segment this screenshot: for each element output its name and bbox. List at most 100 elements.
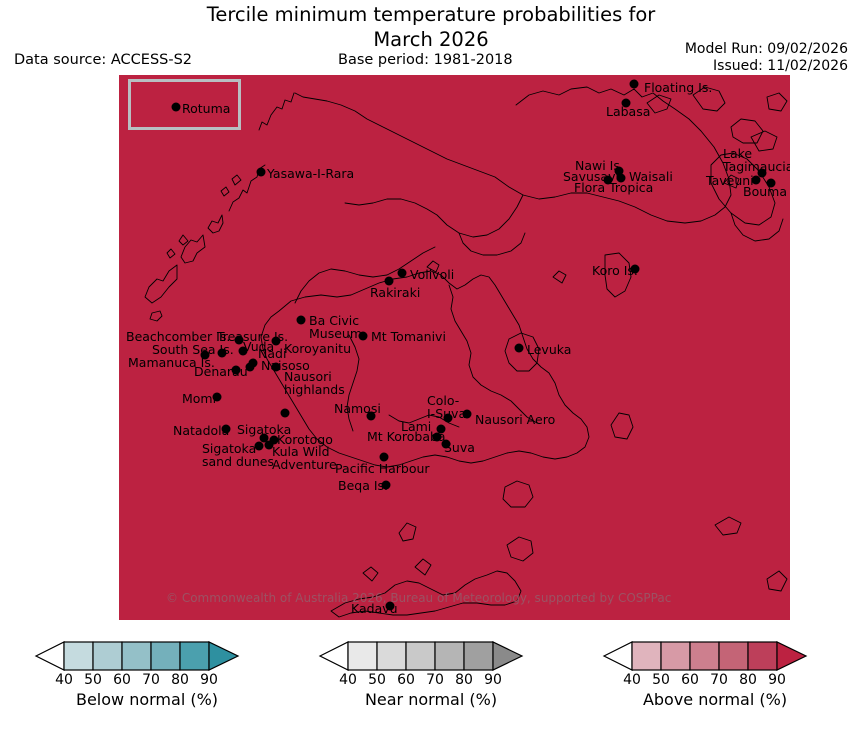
colorbar-near-normal-swatches — [318, 641, 524, 671]
station-dot-suva[interactable] — [441, 439, 451, 449]
colorbar-tick: 40 — [623, 672, 641, 688]
station-label-koroyanitu: Koroyanitu — [284, 341, 352, 356]
station-label-bouma: Bouma — [743, 184, 787, 199]
station-dot-rakiraki[interactable] — [384, 276, 394, 286]
station-dot-nausori-aero[interactable] — [462, 409, 472, 419]
station-dot-treasure-is[interactable] — [234, 335, 244, 345]
station-dot-nausori-highlands[interactable] — [271, 362, 281, 372]
station-dot-beqa-is[interactable] — [381, 480, 391, 490]
station-dot-nawi-is[interactable] — [614, 166, 624, 176]
station-dot-mt-tomanivi[interactable] — [358, 331, 368, 341]
station-label-nawi-is: Nawi Is. — [575, 158, 624, 173]
page-title-line2: March 2026 — [373, 28, 489, 51]
station-label-floating-is: Floating Is. — [644, 80, 713, 95]
station-dot-bouma[interactable] — [766, 178, 776, 188]
colorbar-near-normal-caption: Near normal (%) — [364, 690, 498, 709]
station-dot-korotogo[interactable] — [269, 435, 279, 445]
station-dot-colo-i-suva[interactable] — [443, 413, 453, 423]
station-dot-koroyanitu[interactable] — [271, 336, 281, 346]
station-dot-yasawa-i-rara[interactable] — [256, 167, 266, 177]
station-label-taveuni: Taveuni — [706, 173, 754, 188]
station-dot-south-sea-is[interactable] — [217, 348, 227, 358]
station-label-sigatoka-sand-dunes: Sigatoka sand dunes — [202, 441, 274, 469]
station-dot-denarau[interactable] — [231, 365, 241, 375]
colorbar-tick: 80 — [455, 672, 473, 688]
station-dot-pacific-harbour[interactable] — [379, 452, 389, 462]
base-period-label: Base period: 1981-2018 — [338, 52, 513, 68]
colorbar-tick: 60 — [681, 672, 699, 688]
colorbar-above-normal[interactable]: 40 50 60 70 80 90 Above normal (%) — [580, 638, 850, 730]
station-dot-ba-civic-museum[interactable] — [296, 315, 306, 325]
colorbar-tick: 60 — [113, 672, 131, 688]
station-label-korotogo: Korotogo — [277, 432, 333, 447]
station-dot-beachcomber-is[interactable] — [280, 408, 290, 418]
station-label-flora-tropica: Flora Tropica — [574, 180, 654, 195]
station-dot-momi[interactable] — [212, 392, 222, 402]
station-label-mt-tomanivi: Mt Tomanivi — [371, 329, 446, 344]
colorbar-near-normal-ticks: 40 50 60 70 80 90 — [296, 672, 566, 690]
colorbar-below-normal-ticks: 40 50 60 70 80 90 — [12, 672, 282, 690]
colorbar-tick: 50 — [84, 672, 102, 688]
colorbar-tick: 40 — [339, 672, 357, 688]
station-label-levuka: Levuka — [527, 342, 572, 357]
station-label-labasa: Labasa — [606, 104, 651, 119]
probability-map[interactable]: Rotuma Yasawa-I-Rara Floating Is. Labasa… — [119, 75, 790, 620]
station-label-kadavu: Kadavu — [351, 601, 398, 616]
colorbar-tick: 70 — [710, 672, 728, 688]
station-label-ba-civic-museum: Ba Civic Museum — [309, 313, 363, 341]
station-dot-labasa[interactable] — [621, 98, 631, 108]
station-label-namosi: Namosi — [334, 401, 381, 416]
station-dot-bouma-2[interactable] — [757, 168, 767, 178]
station-dot-volivoli[interactable] — [397, 268, 407, 278]
data-source-label: Data source: ACCESS-S2 — [14, 52, 193, 68]
station-label-south-sea-is: South Sea Is. — [152, 342, 234, 357]
station-label-lake-tagimaucia: Lake Tagimaucia — [723, 146, 790, 174]
station-dot-waisali[interactable] — [616, 173, 626, 183]
station-dot-taveuni[interactable] — [751, 175, 761, 185]
station-label-beachcomber-is: Beachcomber Is. — [126, 329, 231, 344]
station-label-yasawa-i-rara: Yasawa-I-Rara — [267, 166, 355, 181]
colorbar-tick: 80 — [171, 672, 189, 688]
station-label-nadi: Nadi — [258, 346, 287, 361]
station-dot-savusavu[interactable] — [603, 175, 613, 185]
run-info: Model Run: 09/02/2026 Issued: 11/02/2026 — [685, 41, 848, 75]
station-dot-kula-wild-adventure[interactable] — [264, 440, 274, 450]
station-dot-koro-is[interactable] — [630, 264, 640, 274]
model-run-label: Model Run: 09/02/2026 — [684, 41, 848, 57]
station-label-sigatoka: Sigatoka — [237, 422, 292, 437]
station-dot-mt-korobaba[interactable] — [432, 432, 442, 442]
station-dot-mamanuca-is[interactable] — [200, 350, 210, 360]
colorbar-near-normal[interactable]: 40 50 60 70 80 90 Near normal (%) — [296, 638, 566, 730]
colorbar-tick: 70 — [426, 672, 444, 688]
station-dot-levuka[interactable] — [514, 343, 524, 353]
colorbar-below-normal-swatches — [34, 641, 240, 671]
station-label-natadola: Natadola — [173, 423, 230, 438]
colorbar-tick: 90 — [200, 672, 218, 688]
station-label-rakiraki: Rakiraki — [370, 285, 421, 300]
rotuma-inset-box — [128, 79, 241, 130]
station-dot-natadola[interactable] — [221, 424, 231, 434]
station-label-koro-is: Koro Is. — [592, 263, 638, 278]
colorbar-tick: 50 — [368, 672, 386, 688]
colorbar-tick: 40 — [55, 672, 73, 688]
station-dot-naisoso[interactable] — [248, 358, 258, 368]
station-dot-lami[interactable] — [436, 424, 446, 434]
station-dot-kadavu[interactable] — [385, 601, 395, 611]
colorbar-tick: 50 — [652, 672, 670, 688]
station-label-beqa-is: Beqa Is. — [338, 478, 389, 493]
colorbar-above-normal-swatches — [602, 641, 808, 671]
colorbar-below-normal[interactable]: 40 50 60 70 80 90 Below normal (%) — [12, 638, 282, 730]
station-dot-sigatoka-sand-dunes[interactable] — [254, 441, 264, 451]
station-dot-sigatoka[interactable] — [259, 433, 269, 443]
station-label-volivoli: Volivoli — [410, 267, 455, 282]
station-dot-rotuma[interactable] — [171, 102, 181, 112]
colorbar-tick: 80 — [739, 672, 757, 688]
station-label-pacific-harbour: Pacific Harbour — [335, 461, 430, 476]
station-dot-vuda[interactable] — [238, 346, 248, 356]
page-title: Tercile minimum temperature probabilitie… — [0, 2, 862, 52]
station-label-savusavu: Savusavu — [563, 169, 624, 184]
colorbar-above-normal-caption: Above normal (%) — [642, 690, 788, 709]
station-dot-floating-is[interactable] — [629, 79, 639, 89]
station-dot-namosi[interactable] — [366, 411, 376, 421]
